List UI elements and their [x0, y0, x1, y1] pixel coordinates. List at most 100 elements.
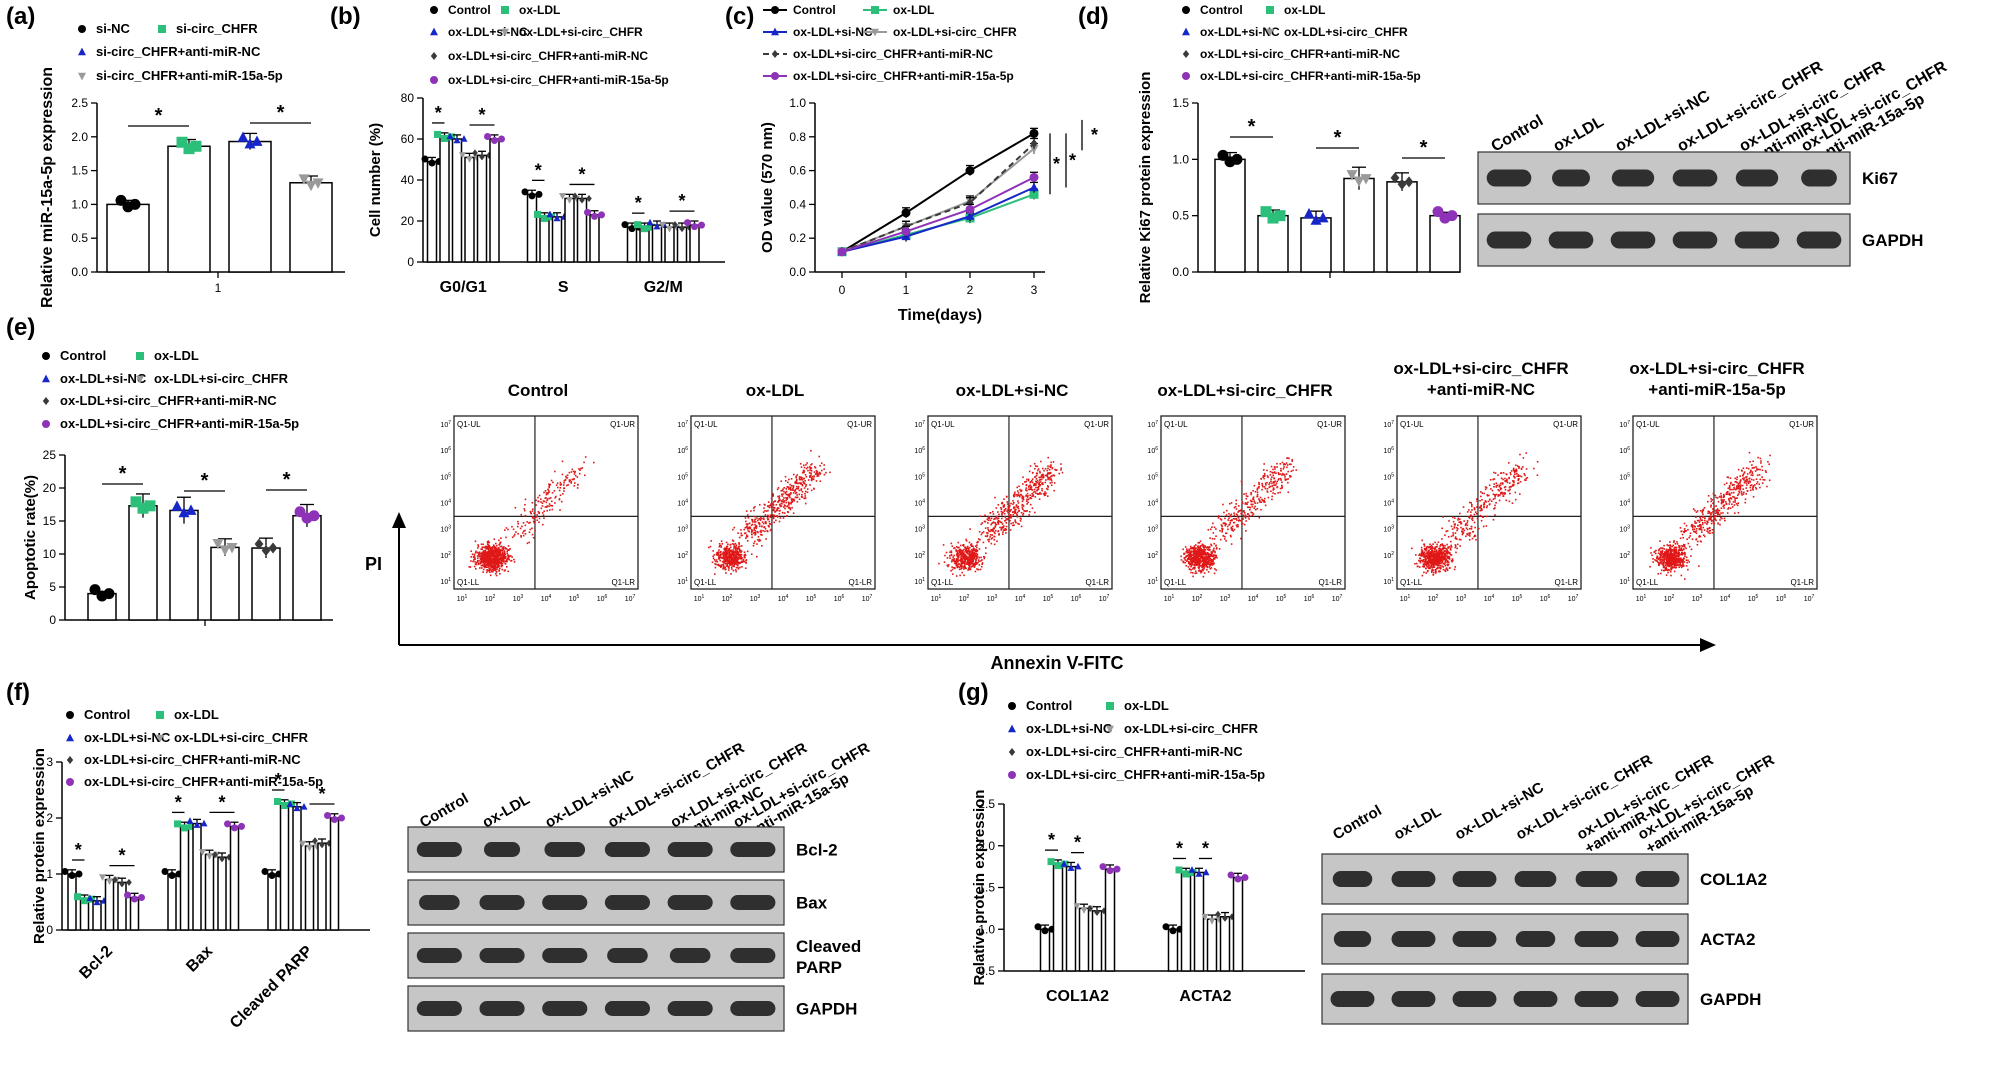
event-dot: [1422, 560, 1424, 563]
flow-title-line: ox-LDL+si-circ_CHFR: [1629, 359, 1804, 378]
event-dot: [556, 482, 559, 485]
event-dot: [499, 541, 501, 544]
event-dot: [731, 568, 733, 570]
event-dot: [1291, 459, 1293, 461]
event-dot: [1215, 556, 1217, 559]
event-dot: [503, 529, 506, 531]
event-dot: [1263, 497, 1266, 500]
event-dot: [997, 521, 1000, 524]
event-dot: [1212, 563, 1215, 566]
event-dot: [788, 478, 790, 481]
event-dot: [961, 559, 964, 561]
panel-label: (e): [6, 314, 35, 341]
event-dot: [485, 553, 488, 556]
event-dot: [1479, 505, 1482, 508]
event-dot: [1212, 555, 1214, 558]
event-dot: [722, 555, 725, 558]
event-dot: [972, 545, 974, 548]
event-dot: [1026, 496, 1029, 498]
legend-marker: [136, 352, 144, 360]
event-dot: [1012, 511, 1015, 513]
event-dot: [564, 478, 567, 481]
event-dot: [981, 563, 983, 565]
event-dot: [547, 488, 549, 491]
event-dot: [769, 529, 772, 532]
event-dot: [1265, 484, 1267, 486]
event-dot: [1439, 566, 1441, 569]
event-dot: [1202, 548, 1204, 551]
event-dot: [1049, 465, 1051, 468]
event-dot: [989, 530, 991, 533]
event-dot: [1226, 509, 1228, 512]
event-dot: [1003, 512, 1006, 515]
event-dot: [787, 481, 789, 484]
event-dot: [787, 488, 790, 490]
event-dot: [1005, 518, 1008, 520]
event-dot: [783, 501, 785, 504]
event-dot: [1193, 558, 1196, 561]
event-dot: [505, 566, 508, 568]
series: [837, 127, 1039, 257]
event-dot: [1279, 477, 1282, 480]
event-dot: [1191, 572, 1194, 574]
event-dot: [560, 483, 562, 486]
event-dot: [478, 551, 481, 554]
event-dot: [500, 565, 503, 568]
event-dot: [951, 560, 953, 563]
event-dot: [1436, 543, 1438, 546]
event-dot: [719, 564, 721, 567]
event-dot: [782, 498, 784, 501]
event-dot: [1502, 472, 1505, 474]
event-dot: [1459, 520, 1462, 523]
event-dot: [1199, 560, 1201, 563]
event-dot: [580, 467, 582, 470]
event-dot: [764, 527, 767, 530]
event-dot: [524, 532, 527, 535]
event-dot: [1192, 559, 1194, 562]
event-dot: [543, 517, 545, 519]
bars: [421, 130, 705, 263]
event-dot: [472, 560, 474, 563]
event-dot: [1209, 548, 1211, 551]
event-dot: [966, 547, 969, 550]
event-dot: [1049, 472, 1051, 474]
event-dot: [531, 527, 533, 530]
data-point: [1029, 128, 1039, 138]
event-dot: [1493, 471, 1495, 474]
event-dot: [1470, 527, 1473, 530]
event-dot: [1245, 530, 1247, 532]
x-tick-label: 102: [485, 594, 496, 603]
event-dot: [1050, 461, 1052, 464]
y-tick-label: 103: [440, 525, 451, 534]
event-dot: [1043, 494, 1046, 497]
event-dot: [1037, 485, 1040, 488]
event-dot: [1476, 512, 1478, 515]
event-dot: [990, 529, 993, 531]
event-dot: [1279, 463, 1282, 465]
event-dot: [808, 472, 811, 474]
event-dot: [1230, 513, 1233, 516]
significance-star: *: [1334, 127, 1342, 149]
event-dot: [480, 564, 483, 567]
event-dot: [1425, 559, 1427, 562]
event-dot: [1285, 473, 1288, 475]
x-tick-label: 106: [1540, 594, 1551, 603]
x-tick-label: 107: [625, 594, 636, 603]
event-dot: [1468, 501, 1471, 504]
bar: [292, 514, 322, 621]
event-dot: [789, 487, 791, 490]
x-tick-label: 103: [987, 594, 998, 603]
event-dot: [976, 541, 978, 544]
y-tick-label: 5: [49, 580, 56, 594]
event-dot: [1010, 502, 1012, 505]
lane-label-line: ox-LDL: [1551, 113, 1607, 155]
legend-label: ox-LDL+si-circ_CHFR+anti-miR-15a-5p: [793, 69, 1014, 83]
series-line: [841, 142, 1035, 253]
event-dot: [1045, 479, 1047, 481]
event-dot: [1433, 547, 1435, 550]
event-dot: [1509, 485, 1511, 488]
data-point: [1029, 172, 1039, 182]
event-dot: [963, 561, 966, 563]
replicate-point: [441, 134, 448, 142]
